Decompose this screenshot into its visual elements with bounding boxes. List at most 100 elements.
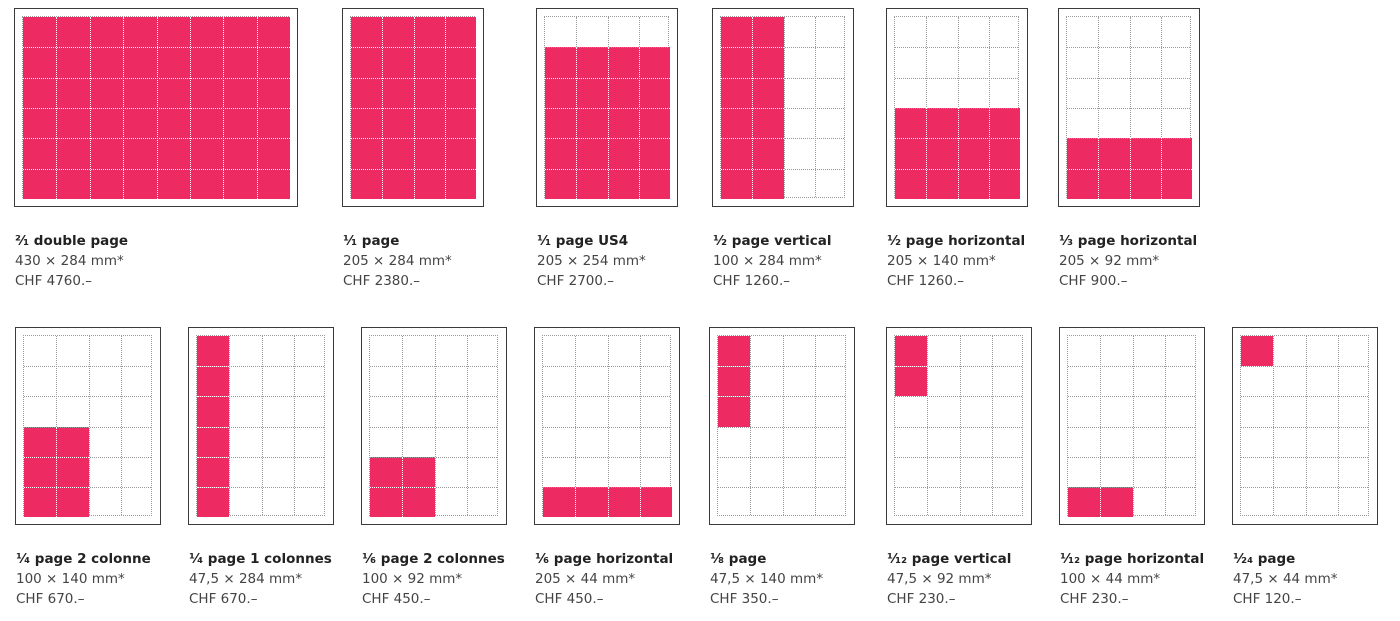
fill-row-line — [721, 108, 784, 109]
page-frame — [886, 327, 1032, 525]
fill-row-line — [545, 168, 670, 170]
grid-row-line — [718, 396, 845, 398]
grid-row-line — [24, 396, 151, 398]
format-price: CHF 350.– — [710, 591, 779, 607]
page-frame — [361, 327, 507, 525]
grid-column-line — [959, 336, 961, 515]
grid-row-line — [1067, 138, 1190, 140]
fill-row-line — [197, 396, 230, 398]
grid-row-line — [543, 486, 670, 488]
grid-column-line — [1100, 336, 1102, 515]
grid-row-line — [1241, 366, 1368, 368]
format-size: 205 × 44 mm* — [535, 571, 636, 587]
grid-column-line — [466, 336, 468, 515]
grid-row-line — [718, 486, 845, 488]
fill-row-line — [721, 168, 784, 170]
format-size: 47,5 × 92 mm* — [887, 571, 992, 587]
fill-column-line — [575, 486, 577, 517]
grid-column-line — [1305, 336, 1307, 515]
format-caption: ¹⁄₂ page vertical 100 × 284 mm* CHF 1260.– — [713, 231, 832, 291]
page-grid — [1066, 16, 1192, 199]
grid-row-line — [895, 456, 1022, 458]
format-title: ²⁄₁ double page — [15, 233, 129, 249]
grid-column-line — [120, 336, 122, 515]
grid-column-line — [750, 336, 752, 515]
grid-row-line — [1068, 366, 1195, 368]
format-caption: ¹⁄₂ page horizontal 205 × 140 mm* CHF 1260… — [887, 231, 1025, 291]
page-frame — [188, 327, 334, 525]
grid-column-line — [1129, 17, 1131, 197]
format-price: CHF 2380.– — [343, 273, 421, 289]
grid-row-line — [1241, 426, 1368, 428]
grid-column-line — [957, 17, 959, 197]
format-price: CHF 450.– — [535, 591, 604, 607]
grid-row-line — [197, 456, 324, 458]
ad-area — [1241, 336, 1274, 367]
grid-column-line — [991, 336, 993, 515]
page-frame — [536, 8, 678, 207]
format-title: ¹⁄₁ page — [343, 233, 400, 249]
grid-column-line — [927, 336, 929, 515]
page-grid — [1240, 335, 1369, 516]
format-size: 100 × 284 mm* — [713, 253, 822, 269]
page-grid — [894, 16, 1020, 199]
fill-row-line — [721, 138, 784, 140]
grid-row-line — [543, 366, 670, 368]
page-grid — [720, 16, 845, 199]
fill-row-line — [23, 77, 290, 79]
format-size: 100 × 92 mm* — [362, 571, 463, 587]
fill-row-line — [197, 426, 230, 428]
fill-row-line — [545, 138, 670, 140]
format-title: ¹⁄₆ page 2 colonnes — [362, 551, 505, 567]
format-title: ¹⁄₄ page 2 colonne — [16, 551, 151, 567]
fill-column-line — [638, 47, 640, 199]
page-frame — [1059, 327, 1205, 525]
page-grid — [22, 16, 290, 199]
page-grid — [196, 335, 325, 517]
grid-column-line — [1164, 336, 1166, 515]
format-price: CHF 120.– — [1233, 591, 1302, 607]
format-caption: ¹⁄₈ page 47,5 × 140 mm* CHF 350.– — [710, 549, 823, 609]
format-caption: ¹⁄₄ page 1 colonnes 47,5 × 284 mm* CHF 670… — [189, 549, 332, 609]
grid-column-line — [229, 336, 231, 515]
format-title: ¹⁄₈ page — [710, 551, 767, 567]
format-caption: ¹⁄₆ page 2 colonnes 100 × 92 mm* CHF 450.– — [362, 549, 505, 609]
grid-column-line — [1337, 336, 1339, 515]
format-price: CHF 2700.– — [537, 273, 615, 289]
format-title: ¹⁄₁₂ page vertical — [887, 551, 1012, 567]
grid-row-line — [1241, 456, 1368, 458]
format-title: ¹⁄₆ page horizontal — [535, 551, 674, 567]
page-frame — [15, 327, 161, 525]
fill-column-line — [988, 108, 990, 199]
format-caption: ¹⁄₁ page 205 × 284 mm* CHF 2380.– — [343, 231, 452, 291]
page-frame — [886, 8, 1028, 207]
format-caption: ²⁄₁ double page 430 × 284 mm* CHF 4760.– — [15, 231, 128, 291]
fill-row-line — [24, 486, 89, 488]
format-title: ¹⁄₂ page horizontal — [887, 233, 1026, 249]
grid-row-line — [197, 366, 324, 368]
page-grid — [542, 335, 672, 517]
grid-column-line — [926, 17, 928, 197]
grid-row-line — [895, 47, 1018, 49]
fill-column-line — [607, 486, 609, 517]
grid-row-line — [1241, 396, 1368, 398]
fill-column-line — [926, 108, 928, 199]
grid-row-line — [1068, 486, 1195, 488]
grid-row-line — [1068, 396, 1195, 398]
grid-column-line — [1132, 336, 1134, 515]
fill-row-line — [351, 108, 476, 109]
fill-row-line — [895, 168, 1020, 170]
grid-column-line — [1160, 17, 1162, 197]
page-grid — [350, 16, 476, 199]
grid-column-line — [782, 336, 784, 515]
fill-row-line — [895, 138, 1020, 140]
page-grid — [894, 335, 1023, 516]
format-size: 205 × 92 mm* — [1059, 253, 1160, 269]
grid-column-line — [56, 336, 58, 515]
page-frame — [534, 327, 680, 525]
grid-row-line — [543, 456, 670, 458]
grid-row-line — [895, 366, 1022, 368]
format-caption: ¹⁄₂₄ page 47,5 × 44 mm* CHF 120.– — [1233, 549, 1337, 609]
grid-row-line — [895, 77, 1018, 79]
format-price: CHF 900.– — [1059, 273, 1128, 289]
